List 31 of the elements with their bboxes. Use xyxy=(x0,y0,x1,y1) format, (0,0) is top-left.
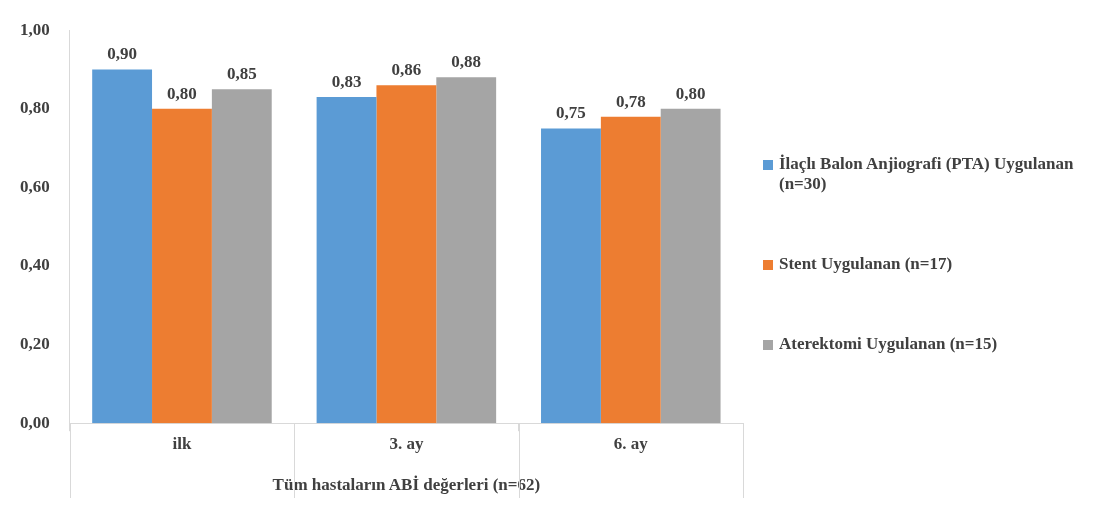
x-tick-label: 6. ay xyxy=(613,433,649,453)
data-label: 0,80 xyxy=(167,83,197,103)
data-label: 0,86 xyxy=(391,60,422,80)
y-tick-label: 1,00 xyxy=(20,19,50,39)
data-label: 0,75 xyxy=(556,103,586,123)
y-tick-label: 0,40 xyxy=(20,255,50,275)
bar xyxy=(376,85,437,424)
legend-label: İlaçlı Balon Anjiografi (PTA) Uygulanan (n=30) xyxy=(779,154,1075,194)
y-tick-label: 0,80 xyxy=(20,98,50,118)
y-tick-label: 0,00 xyxy=(20,412,50,432)
bar xyxy=(211,89,272,424)
data-label: 0,80 xyxy=(675,83,706,103)
data-label: 0,90 xyxy=(107,44,137,64)
y-tick-label: 0,60 xyxy=(20,176,50,196)
x-tick-label: 3. ay xyxy=(389,433,424,453)
data-label: 0,88 xyxy=(451,52,482,72)
data-label: 0,83 xyxy=(331,71,362,91)
bar xyxy=(541,128,601,424)
x-tick-label: ilk xyxy=(172,433,192,453)
bar xyxy=(600,116,661,424)
bar xyxy=(660,108,721,424)
bar xyxy=(436,77,497,424)
x-axis-title: Tüm hastaların ABİ değerleri (n=62) xyxy=(272,475,541,495)
legend-label: Stent Uygulanan (n=17) xyxy=(779,254,953,274)
legend-label: Aterektomi Uygulanan (n=15) xyxy=(779,334,998,354)
bar xyxy=(152,108,212,424)
data-label: 0,78 xyxy=(615,91,646,111)
y-tick-label: 0,20 xyxy=(20,333,50,353)
bar xyxy=(92,69,153,424)
data-label: 0,85 xyxy=(226,64,257,84)
bar xyxy=(316,97,377,424)
